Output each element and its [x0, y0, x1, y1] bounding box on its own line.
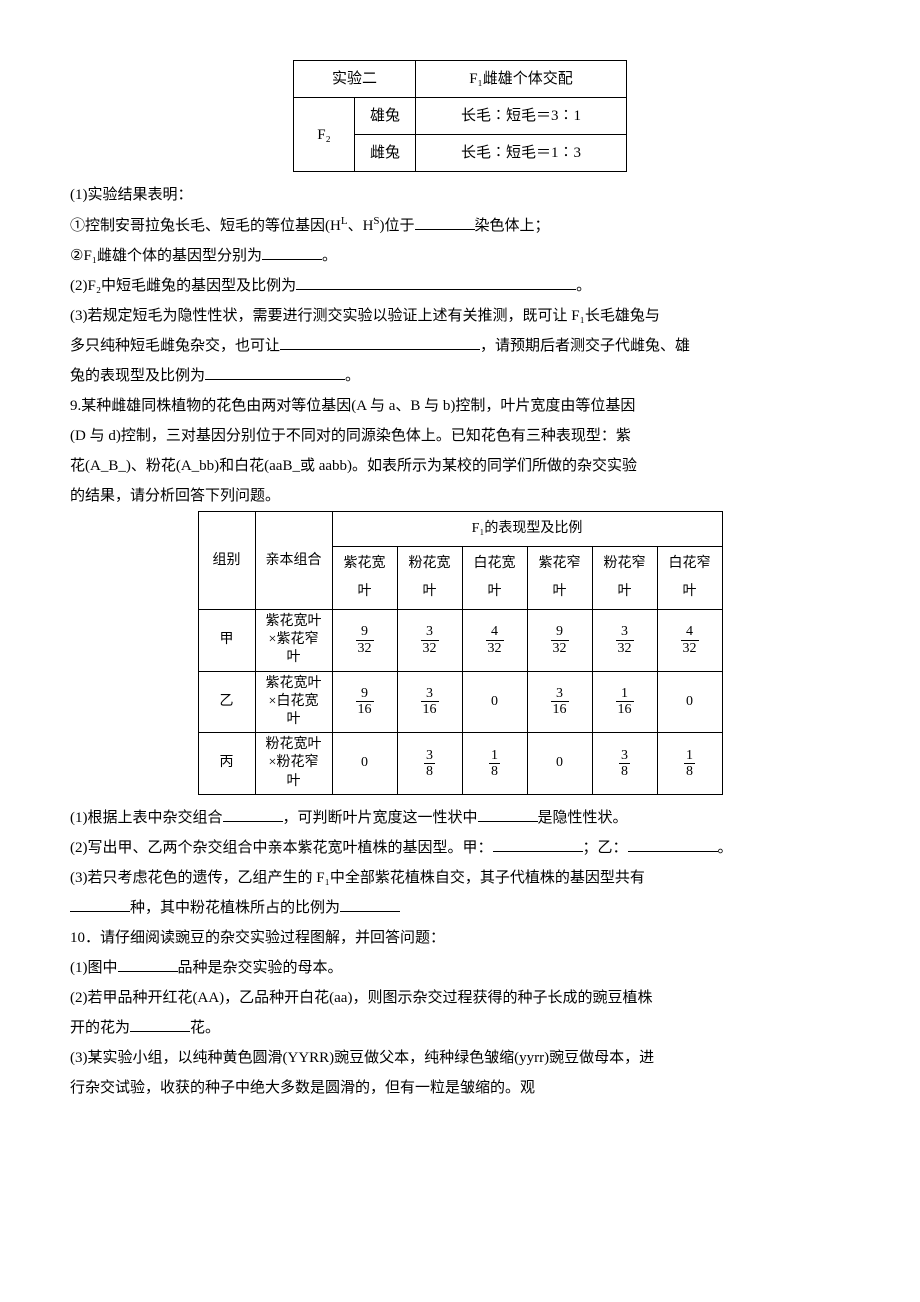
t2-c4: 紫花窄叶 [527, 547, 592, 610]
t1-f1mate: F₁雌雄个体交配 [416, 61, 627, 98]
q9-intro2: (D 与 d)控制，三对基因分别位于不同对的同源染色体上。已知花色有三种表现型：… [70, 421, 850, 451]
q9-1: (1)根据上表中杂交组合，可判断叶片宽度这一性状中是隐性性状。 [70, 803, 850, 833]
blank [493, 836, 583, 852]
t2-parents: 紫花宽叶×紫花窄叶 [255, 610, 332, 672]
t2-value: 932 [527, 610, 592, 672]
t2-value: 932 [332, 610, 397, 672]
blank [296, 274, 576, 290]
q9-intro1: 9.某种雌雄同株植物的花色由两对等位基因(A 与 a、B 与 b)控制，叶片宽度… [70, 391, 850, 421]
q10-2a: (2)若甲品种开红花(AA)，乙品种开白花(aa)，则图示杂交过程获得的种子长成… [70, 983, 850, 1013]
q8-2: (2)F₂中短毛雌兔的基因型及比例为。 [70, 271, 850, 301]
t2-value: 316 [397, 671, 462, 733]
t2-value: 38 [397, 733, 462, 795]
blank [205, 364, 345, 380]
blank [478, 806, 538, 822]
t2-c3: 白花宽叶 [462, 547, 527, 610]
t1-f2: F₂ [294, 98, 355, 172]
t2-value: 18 [462, 733, 527, 795]
t2-value: 432 [657, 610, 722, 672]
t2-parents: 粉花宽叶×粉花窄叶 [255, 733, 332, 795]
cross-result-table: 组别 亲本组合 F₁的表现型及比例 紫花宽叶 粉花宽叶 白花宽叶 紫花窄叶 粉花… [198, 511, 723, 795]
blank [280, 334, 480, 350]
t2-value: 0 [657, 671, 722, 733]
t1-male: 雄兔 [355, 98, 416, 135]
blank [70, 896, 130, 912]
q8-3a: (3)若规定短毛为隐性性状，需要进行测交实验以验证上述有关推测，既可让 F₁长毛… [70, 301, 850, 331]
blank [628, 836, 718, 852]
t2-c6: 白花窄叶 [657, 547, 722, 610]
experiment-table: 实验二 F₁雌雄个体交配 F₂ 雄兔 长毛∶短毛＝3∶1 雌兔 长毛∶短毛＝1∶… [293, 60, 627, 172]
t2-value: 332 [397, 610, 462, 672]
q9-2: (2)写出甲、乙两个杂交组合中亲本紫花宽叶植株的基因型。甲：；乙：。 [70, 833, 850, 863]
q9-intro3: 花(A_B_)、粉花(A_bb)和白花(aaB_或 aabb)。如表所示为某校的… [70, 451, 850, 481]
q10-1: (1)图中品种是杂交实验的母本。 [70, 953, 850, 983]
q8-3b: 多只纯种短毛雌兔杂交，也可让，请预期后者测交子代雌兔、雄 [70, 331, 850, 361]
t2-c2: 粉花宽叶 [397, 547, 462, 610]
t2-value: 916 [332, 671, 397, 733]
t2-value: 116 [592, 671, 657, 733]
t1-male-ratio: 长毛∶短毛＝3∶1 [416, 98, 627, 135]
q8-1-2: ②F₁雌雄个体的基因型分别为。 [70, 241, 850, 271]
blank [415, 214, 475, 230]
q8-1-1: ①控制安哥拉兔长毛、短毛的等位基因(HL、HS)位于染色体上； [70, 210, 850, 241]
t2-group: 甲 [198, 610, 255, 672]
t2-c1: 紫花宽叶 [332, 547, 397, 610]
t2-group: 乙 [198, 671, 255, 733]
t2-group: 丙 [198, 733, 255, 795]
q8-3c: 兔的表现型及比例为。 [70, 361, 850, 391]
t2-value: 0 [527, 733, 592, 795]
t2-value: 432 [462, 610, 527, 672]
t2-value: 0 [332, 733, 397, 795]
t2-value: 18 [657, 733, 722, 795]
t2-value: 38 [592, 733, 657, 795]
t2-value: 0 [462, 671, 527, 733]
q9-3a: (3)若只考虑花色的遗传，乙组产生的 F₁中全部紫花植株自交，其子代植株的基因型… [70, 863, 850, 893]
t2-h-group: 组别 [198, 512, 255, 610]
t2-parents: 紫花宽叶×白花宽叶 [255, 671, 332, 733]
q9-intro4: 的结果，请分析回答下列问题。 [70, 481, 850, 511]
blank [340, 896, 400, 912]
q9-3b: 种，其中粉花植株所占的比例为 [70, 893, 850, 923]
t2-h-f1: F₁的表现型及比例 [332, 512, 722, 547]
q10-3b: 行杂交试验，收获的种子中绝大多数是圆滑的，但有一粒是皱缩的。观 [70, 1073, 850, 1103]
blank [262, 244, 322, 260]
q10-2b: 开的花为花。 [70, 1013, 850, 1043]
t1-female: 雌兔 [355, 135, 416, 172]
blank [130, 1016, 190, 1032]
q10-3a: (3)某实验小组，以纯种黄色圆滑(YYRR)豌豆做父本，纯种绿色皱缩(yyrr)… [70, 1043, 850, 1073]
q8-1: (1)实验结果表明： [70, 180, 850, 210]
blank [118, 956, 178, 972]
t2-h-parents: 亲本组合 [255, 512, 332, 610]
t2-value: 332 [592, 610, 657, 672]
t1-female-ratio: 长毛∶短毛＝1∶3 [416, 135, 627, 172]
t2-c5: 粉花窄叶 [592, 547, 657, 610]
q10-intro: 10．请仔细阅读豌豆的杂交实验过程图解，并回答问题： [70, 923, 850, 953]
t1-exp2: 实验二 [294, 61, 416, 98]
t2-value: 316 [527, 671, 592, 733]
blank [223, 806, 283, 822]
